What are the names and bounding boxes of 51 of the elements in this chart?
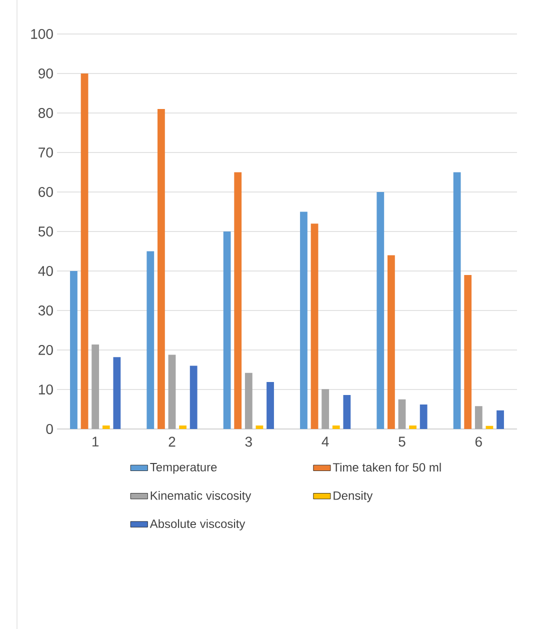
bar (453, 172, 461, 429)
legend-label: Time taken for 50 ml (332, 462, 441, 472)
bar (376, 192, 384, 429)
bar (409, 425, 416, 429)
y-tick-label: 60 (38, 187, 53, 197)
bar (464, 274, 472, 429)
y-tick-label: 50 (38, 226, 53, 236)
bar (322, 389, 330, 429)
bar (310, 224, 318, 429)
x-tick-label: 6 (475, 436, 482, 447)
x-tick-label: 5 (398, 436, 406, 447)
bar (80, 73, 88, 429)
bar (332, 425, 340, 429)
bar (190, 366, 198, 429)
y-tick-label: 70 (38, 148, 53, 158)
legend-label: Absolute viscosity (150, 519, 246, 530)
bar (158, 109, 165, 429)
bar (343, 395, 351, 429)
y-tick-label: 30 (38, 306, 53, 316)
bar (474, 406, 482, 429)
bar (256, 425, 264, 429)
y-tick-label: 0 (46, 424, 53, 434)
bar (244, 372, 252, 429)
bar (113, 357, 121, 429)
y-tick-label: 40 (38, 266, 53, 276)
bar (300, 212, 308, 429)
bar (234, 172, 242, 429)
bar (398, 399, 406, 429)
bar (70, 270, 78, 429)
y-tick-label: 20 (38, 345, 53, 355)
bar (146, 251, 154, 429)
bar (168, 354, 176, 429)
bar (179, 425, 186, 429)
bar (102, 425, 110, 429)
legend-label: Temperature (150, 463, 217, 474)
x-tick-label: 3 (245, 436, 252, 447)
legend-label: Kinematic viscosity (150, 491, 252, 502)
x-tick-label: 4 (322, 436, 329, 446)
x-tick-label: 2 (168, 436, 176, 447)
y-tick-label: 10 (38, 384, 53, 394)
legend-label: Density (334, 491, 373, 502)
bar (92, 344, 100, 429)
bar (496, 410, 504, 429)
y-tick-label: 80 (38, 108, 53, 118)
bar (223, 232, 231, 429)
y-tick-label: 90 (38, 68, 53, 78)
x-tick-label: 1 (92, 436, 99, 446)
y-tick-label: 100 (31, 29, 53, 39)
bar (420, 404, 428, 429)
bar (266, 382, 274, 429)
bar (388, 255, 395, 429)
